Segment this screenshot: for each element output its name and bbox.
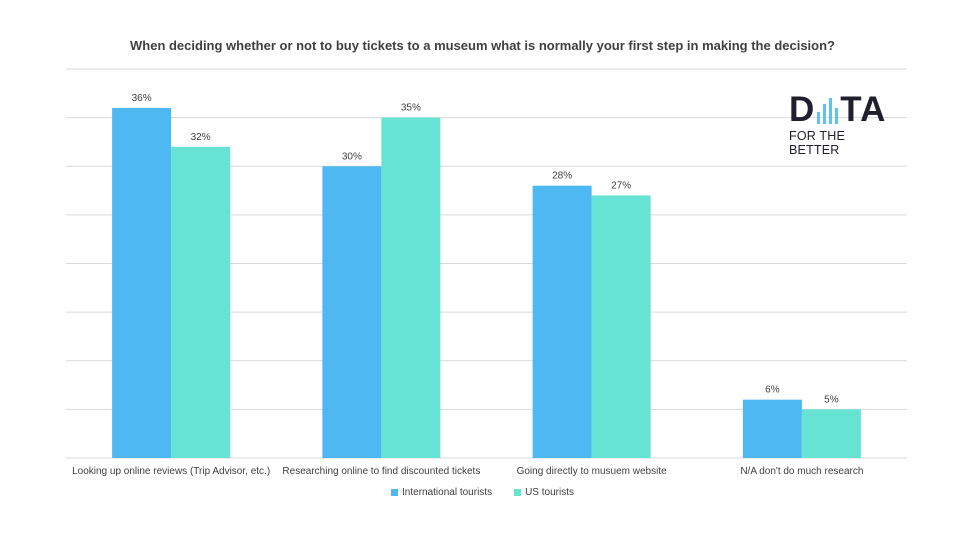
legend-label: US tourists: [525, 487, 574, 498]
legend-label: International tourists: [402, 487, 493, 498]
bars: [112, 107, 861, 459]
data-labels: 36% 32% 30% 35% 28% 27% 6% 5%: [132, 93, 839, 405]
bar-value-label: 27%: [611, 180, 631, 191]
bar-value-label: 35%: [401, 103, 421, 114]
category-label: Looking up online reviews (Trip Advisor,…: [72, 466, 270, 477]
bar-value-label: 32%: [191, 132, 211, 143]
logo-tagline: FOR THE BETTER: [789, 129, 846, 157]
category-label: Researching online to find discounted ti…: [282, 466, 480, 477]
legend: International tourists US tourists: [0, 487, 965, 498]
legend-swatch: [391, 489, 399, 496]
category-label: N/A don't do much research: [740, 466, 863, 477]
data-for-the-better-logo: D TA FOR THE BETTER: [789, 92, 899, 158]
bar: [801, 409, 861, 458]
bar: [591, 195, 651, 459]
legend-swatch: [514, 489, 522, 496]
logo-wordmark: D TA: [789, 92, 899, 128]
bar: [322, 166, 382, 458]
bar-value-label: 28%: [552, 171, 572, 182]
chart-title: When deciding whether or not to buy tick…: [130, 38, 835, 53]
category-labels: Looking up online reviews (Trip Advisor,…: [72, 466, 863, 477]
category-label: Going directly to musuem website: [517, 466, 668, 477]
logo-bars-icon: [817, 98, 839, 124]
bar: [381, 117, 441, 458]
legend-item: US tourists: [514, 487, 574, 498]
bar-value-label: 36%: [132, 93, 152, 104]
logo-word-start: D: [789, 90, 816, 129]
bar: [171, 146, 231, 459]
bar: [112, 107, 172, 459]
bar: [532, 185, 592, 458]
bar-value-label: 5%: [824, 394, 839, 405]
logo-word-end: TA: [840, 90, 887, 129]
legend-item: International tourists: [391, 487, 492, 498]
gridlines: [66, 68, 907, 459]
bar-value-label: 6%: [765, 385, 780, 396]
bar-value-label: 30%: [342, 151, 362, 162]
bar: [742, 399, 802, 458]
